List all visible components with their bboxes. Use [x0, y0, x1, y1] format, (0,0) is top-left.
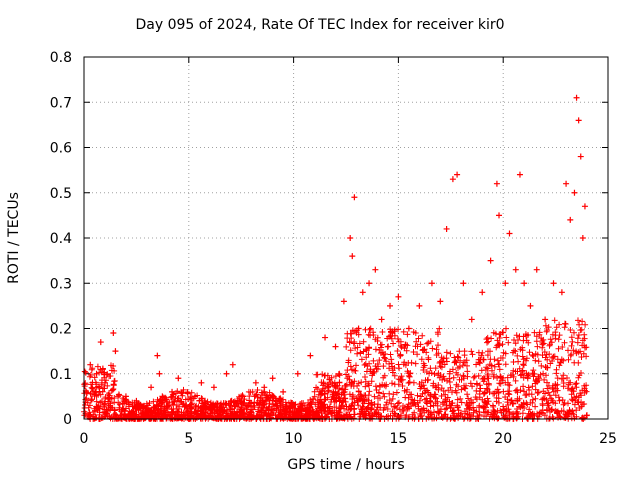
data-point — [405, 325, 412, 332]
noise-cloud-layer — [81, 317, 590, 422]
data-point — [175, 375, 182, 382]
x-tick-label: 0 — [80, 431, 89, 447]
data-point — [416, 302, 423, 309]
data-point — [387, 302, 394, 309]
chart-title: Day 095 of 2024, Rate Of TEC Index for r… — [135, 17, 505, 33]
data-point — [496, 212, 503, 219]
data-point — [269, 375, 276, 382]
data-point — [378, 316, 385, 323]
data-point — [87, 361, 94, 368]
data-point — [252, 379, 259, 386]
data-point — [571, 189, 578, 196]
y-tick-label: 0.3 — [50, 276, 72, 292]
data-point — [349, 253, 356, 260]
data-point — [99, 366, 106, 373]
data-point — [133, 397, 140, 404]
data-point — [223, 370, 230, 377]
plot-frame — [83, 56, 609, 420]
data-point — [521, 280, 528, 287]
data-point — [502, 280, 509, 287]
data-point — [110, 330, 117, 337]
data-point — [527, 302, 534, 309]
y-tick-label: 0.7 — [50, 95, 72, 111]
data-point — [148, 384, 155, 391]
data-point — [512, 266, 519, 273]
data-point — [307, 352, 314, 359]
data-point — [294, 370, 301, 377]
y-tick-label: 0.6 — [50, 141, 72, 157]
data-point — [112, 348, 119, 355]
data-point — [516, 171, 523, 178]
data-point — [351, 194, 358, 201]
y-tick-label: 0.4 — [50, 231, 72, 247]
roti-noise-cloud — [81, 317, 590, 422]
data-point — [550, 280, 557, 287]
data-point — [542, 316, 549, 323]
data-point — [581, 203, 588, 210]
x-tick-label: 10 — [285, 431, 303, 447]
y-tick-label: 0 — [63, 412, 72, 428]
data-point-layer — [83, 94, 588, 404]
x-tick-label: 20 — [494, 431, 512, 447]
data-point — [332, 343, 339, 350]
y-tick-label: 0.5 — [50, 186, 72, 202]
data-point — [366, 280, 373, 287]
data-point — [573, 94, 580, 101]
data-point — [428, 280, 435, 287]
data-point — [169, 388, 176, 395]
data-point — [97, 339, 104, 346]
x-axis-label: GPS time / hours — [287, 457, 405, 473]
x-tick-label: 5 — [184, 431, 193, 447]
data-point — [280, 388, 287, 395]
y-tick-label: 0.1 — [50, 367, 72, 383]
y-tick-label: 0.2 — [50, 322, 72, 338]
data-point — [93, 370, 100, 377]
grid-layer — [84, 57, 608, 419]
data-point — [493, 180, 500, 187]
data-point — [443, 225, 450, 232]
data-point — [454, 171, 461, 178]
data-point — [563, 180, 570, 187]
data-point — [533, 266, 540, 273]
data-point — [210, 384, 217, 391]
data-point — [468, 316, 475, 323]
data-point — [487, 257, 494, 264]
data-point — [156, 370, 163, 377]
data-point — [261, 384, 268, 391]
data-point — [355, 325, 362, 332]
data-point — [479, 289, 486, 296]
data-point — [229, 361, 236, 368]
data-point — [372, 266, 379, 273]
data-point — [122, 393, 129, 400]
data-point — [395, 293, 402, 300]
data-point — [575, 117, 582, 124]
data-point — [577, 153, 584, 160]
x-tick-label: 15 — [389, 431, 407, 447]
y-tick-label: 0.8 — [50, 50, 72, 66]
data-point — [558, 289, 565, 296]
data-point — [506, 230, 513, 237]
data-point — [198, 379, 205, 386]
data-point — [437, 298, 444, 305]
data-point — [579, 235, 586, 241]
x-tick-label: 25 — [599, 431, 617, 447]
tick-layer: 0 0.1 0.2 0.3 0.4 0.5 0.6 0.7 0.8 0 5 10 15 20 25 — [50, 50, 617, 447]
data-point — [154, 352, 161, 359]
data-point — [101, 379, 108, 386]
data-point — [449, 176, 456, 183]
data-point — [347, 235, 354, 241]
data-point — [567, 216, 574, 223]
data-point — [322, 334, 329, 341]
data-point — [359, 289, 366, 296]
data-point — [340, 298, 347, 305]
data-point — [238, 393, 245, 400]
data-point — [460, 280, 467, 287]
data-point — [192, 393, 199, 400]
